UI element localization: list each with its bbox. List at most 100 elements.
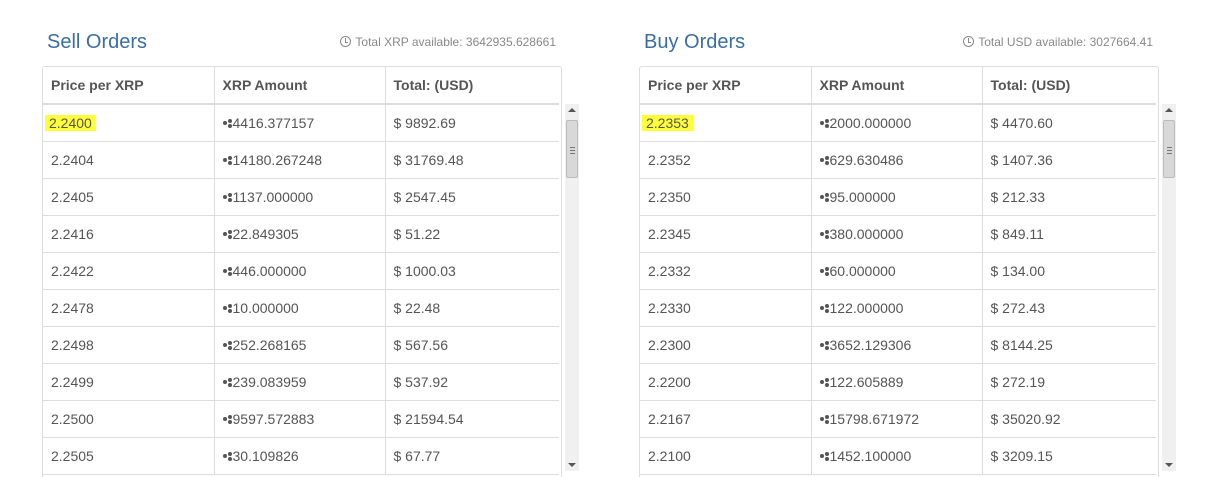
amount-value: 446.000000 bbox=[232, 263, 307, 279]
xrp-icon bbox=[222, 193, 232, 202]
total-cell: $ 8144.25 bbox=[982, 326, 1156, 364]
amount-value: 60.000000 bbox=[829, 263, 896, 279]
total-cell: $ 1000.03 bbox=[385, 252, 559, 290]
amount-cell: 4416.377157 bbox=[214, 104, 386, 142]
price-cell: 2.2400 bbox=[43, 104, 215, 142]
price-value: 2.2330 bbox=[648, 300, 691, 316]
scroll-down-arrow-icon[interactable] bbox=[1165, 463, 1173, 467]
table-row[interactable]: 2.2478 10.000000 $ 22.48 bbox=[43, 289, 559, 327]
sell-available-info: Total XRP available: 3642935.628661 bbox=[340, 35, 556, 49]
scroll-up-arrow-icon[interactable] bbox=[1165, 108, 1173, 112]
amount-cell: 380.000000 bbox=[811, 215, 983, 253]
amount-value: 3652.129306 bbox=[829, 337, 912, 353]
table-row[interactable]: 2.2500 9597.572883 $ 21594.54 bbox=[43, 400, 559, 438]
table-row[interactable]: 2.2353 2000.000000 $ 4470.60 bbox=[640, 104, 1156, 142]
scroll-down-arrow-icon[interactable] bbox=[568, 463, 576, 467]
column-header-amount[interactable]: XRP Amount bbox=[811, 67, 983, 105]
price-value: 2.2352 bbox=[648, 152, 691, 168]
table-row[interactable]: 2.2345 380.000000 $ 849.11 bbox=[640, 215, 1156, 253]
sell-scrollbar[interactable] bbox=[565, 104, 579, 471]
table-row[interactable]: 2.2167 15798.671972 $ 35020.92 bbox=[640, 400, 1156, 438]
amount-value: 122.605889 bbox=[829, 374, 904, 390]
table-header-row: Price per XRP XRP Amount Total: (USD) bbox=[640, 67, 1156, 105]
amount-cell: 10.000000 bbox=[214, 289, 386, 327]
total-cell: $ 67.77 bbox=[385, 437, 559, 475]
total-cell: $ 3209.15 bbox=[982, 437, 1156, 475]
table-row[interactable]: 2.2200 122.605889 $ 272.19 bbox=[640, 363, 1156, 401]
total-cell: $ 1407.36 bbox=[982, 141, 1156, 179]
table-row[interactable]: 2.2416 22.849305 $ 51.22 bbox=[43, 215, 559, 253]
sell-orders-table-container[interactable]: Price per XRP XRP Amount Total: (USD) 2.… bbox=[42, 66, 562, 477]
price-value: 2.2200 bbox=[648, 374, 691, 390]
amount-cell: 122.000000 bbox=[811, 289, 983, 327]
scroll-thumb[interactable] bbox=[1163, 120, 1175, 178]
price-cell: 2.2404 bbox=[43, 141, 215, 179]
column-header-price[interactable]: Price per XRP bbox=[640, 67, 812, 105]
column-header-total[interactable]: Total: (USD) bbox=[385, 67, 559, 105]
table-row[interactable]: 2.2352 629.630486 $ 1407.36 bbox=[640, 141, 1156, 179]
table-row[interactable]: 2.2404 14180.267248 $ 31769.48 bbox=[43, 141, 559, 179]
price-value: 2.2100 bbox=[648, 448, 691, 464]
total-cell: $ 567.56 bbox=[385, 326, 559, 364]
scroll-up-arrow-icon[interactable] bbox=[568, 108, 576, 112]
xrp-icon bbox=[222, 230, 232, 239]
buy-available-text: Total USD available: 3027664.41 bbox=[978, 35, 1153, 49]
amount-cell: 629.630486 bbox=[811, 141, 983, 179]
amount-value: 95.000000 bbox=[829, 189, 896, 205]
table-row[interactable]: 2.2350 95.000000 $ 212.33 bbox=[640, 178, 1156, 216]
table-row[interactable]: 2.2400 4416.377157 $ 9892.69 bbox=[43, 104, 559, 142]
total-cell: $ 272.43 bbox=[982, 289, 1156, 327]
buy-scrollbar[interactable] bbox=[1162, 104, 1176, 471]
amount-value: 2000.000000 bbox=[829, 115, 912, 131]
table-header-row: Price per XRP XRP Amount Total: (USD) bbox=[43, 67, 559, 105]
price-value: 2.2345 bbox=[648, 226, 691, 242]
price-cell: 2.2478 bbox=[43, 289, 215, 327]
price-cell: 2.2167 bbox=[640, 400, 812, 438]
clock-icon bbox=[340, 36, 352, 47]
xrp-icon bbox=[222, 267, 232, 276]
scroll-thumb[interactable] bbox=[566, 120, 578, 178]
column-header-price[interactable]: Price per XRP bbox=[43, 67, 215, 105]
table-row[interactable]: 2.2422 446.000000 $ 1000.03 bbox=[43, 252, 559, 290]
xrp-icon bbox=[819, 341, 829, 350]
amount-value: 10.000000 bbox=[232, 300, 299, 316]
price-cell: 2.2499 bbox=[43, 363, 215, 401]
price-value: 2.2167 bbox=[648, 411, 691, 427]
amount-cell: 3652.129306 bbox=[811, 326, 983, 364]
amount-cell: 22.849305 bbox=[214, 215, 386, 253]
xrp-icon bbox=[819, 452, 829, 461]
table-row[interactable]: 2.2499 239.083959 $ 537.92 bbox=[43, 363, 559, 401]
table-row[interactable]: 2.2505 30.109826 $ 67.77 bbox=[43, 437, 559, 475]
price-cell: 2.2422 bbox=[43, 252, 215, 290]
xrp-icon bbox=[819, 378, 829, 387]
total-cell: $ 35020.92 bbox=[982, 400, 1156, 438]
amount-value: 1452.100000 bbox=[829, 448, 912, 464]
price-value: 2.2300 bbox=[648, 337, 691, 353]
table-row[interactable]: 2.2498 252.268165 $ 567.56 bbox=[43, 326, 559, 364]
column-header-amount[interactable]: XRP Amount bbox=[214, 67, 386, 105]
xrp-icon bbox=[819, 119, 829, 128]
table-row[interactable]: 2.2332 60.000000 $ 134.00 bbox=[640, 252, 1156, 290]
amount-value: 4416.377157 bbox=[232, 115, 315, 131]
price-cell: 2.2100 bbox=[640, 437, 812, 475]
buy-orders-table-container[interactable]: Price per XRP XRP Amount Total: (USD) 2.… bbox=[639, 66, 1159, 477]
price-value: 2.2332 bbox=[648, 263, 691, 279]
xrp-icon bbox=[222, 119, 232, 128]
price-cell: 2.2345 bbox=[640, 215, 812, 253]
total-cell: $ 31769.48 bbox=[385, 141, 559, 179]
xrp-icon bbox=[222, 341, 232, 350]
price-cell: 2.2200 bbox=[640, 363, 812, 401]
column-header-total[interactable]: Total: (USD) bbox=[982, 67, 1156, 105]
price-value: 2.2404 bbox=[51, 152, 94, 168]
table-row[interactable]: 2.2300 3652.129306 $ 8144.25 bbox=[640, 326, 1156, 364]
price-value: 2.2498 bbox=[51, 337, 94, 353]
amount-value: 9597.572883 bbox=[232, 411, 315, 427]
table-row[interactable]: 2.2100 1452.100000 $ 3209.15 bbox=[640, 437, 1156, 475]
amount-cell: 1137.000000 bbox=[214, 178, 386, 216]
buy-available-info: Total USD available: 3027664.41 bbox=[963, 35, 1153, 49]
xrp-icon bbox=[819, 267, 829, 276]
price-cell: 2.2353 bbox=[640, 104, 812, 142]
table-row[interactable]: 2.2330 122.000000 $ 272.43 bbox=[640, 289, 1156, 327]
table-row[interactable]: 2.2405 1137.000000 $ 2547.45 bbox=[43, 178, 559, 216]
xrp-icon bbox=[819, 193, 829, 202]
